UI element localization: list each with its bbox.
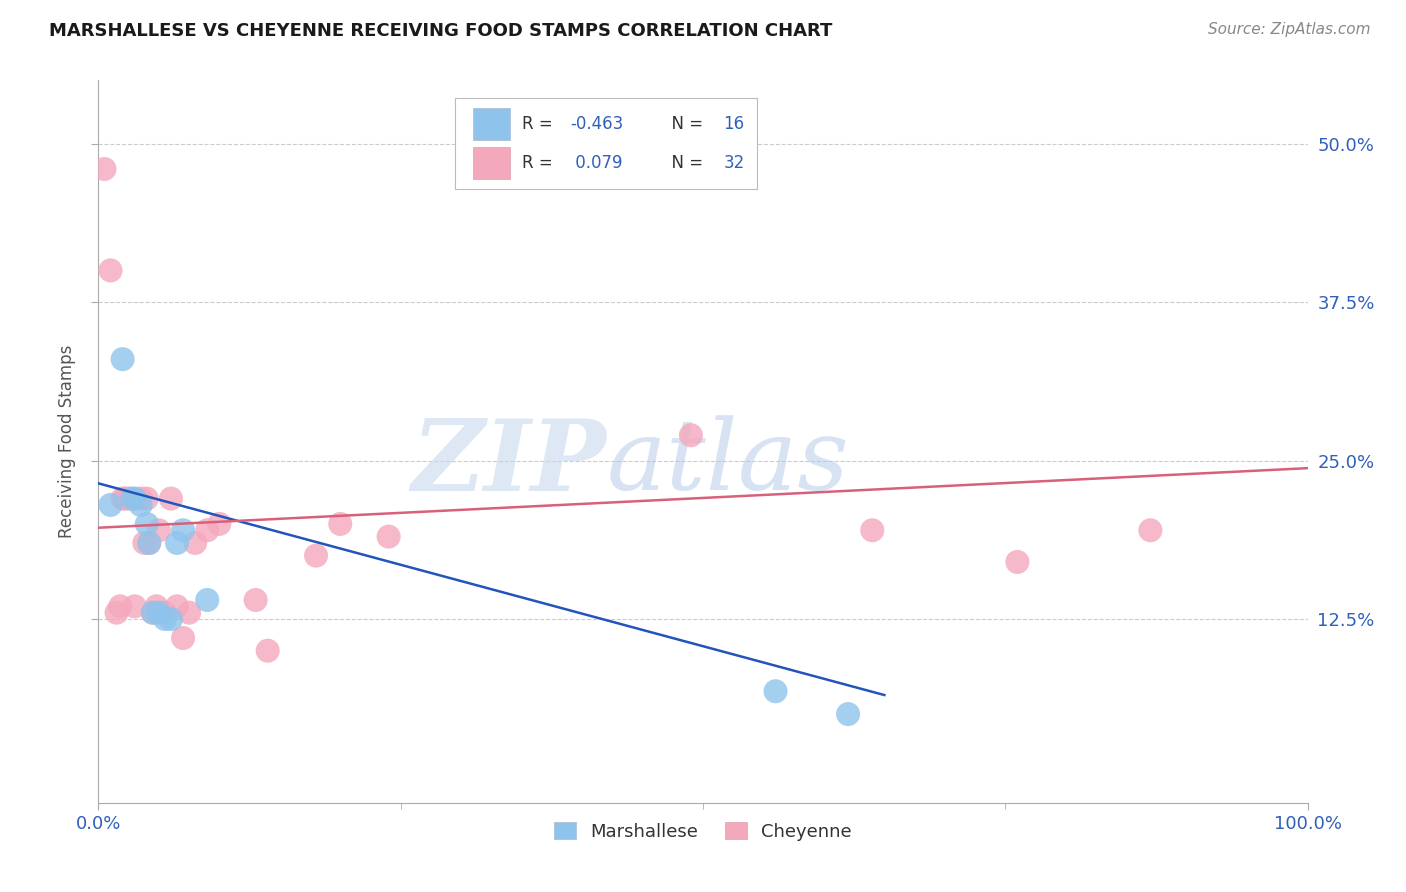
Point xyxy=(245,593,267,607)
Point xyxy=(142,606,165,620)
Point xyxy=(148,523,170,537)
Point xyxy=(148,606,170,620)
Point xyxy=(195,593,218,607)
Point xyxy=(329,516,352,531)
Point xyxy=(160,612,183,626)
Point xyxy=(134,536,156,550)
Point xyxy=(153,606,176,620)
Point xyxy=(114,491,136,506)
Text: -0.463: -0.463 xyxy=(569,115,623,133)
Point xyxy=(184,536,207,550)
Point xyxy=(124,491,146,506)
Text: ZIP: ZIP xyxy=(412,415,606,511)
Point xyxy=(129,498,152,512)
Text: MARSHALLESE VS CHEYENNE RECEIVING FOOD STAMPS CORRELATION CHART: MARSHALLESE VS CHEYENNE RECEIVING FOOD S… xyxy=(49,22,832,40)
Point xyxy=(138,536,160,550)
Point xyxy=(160,491,183,506)
Point xyxy=(765,684,787,698)
Point xyxy=(860,523,883,537)
Point xyxy=(145,599,167,614)
Point xyxy=(837,707,859,722)
Text: R =: R = xyxy=(522,154,558,172)
Text: N =: N = xyxy=(661,154,709,172)
Point xyxy=(124,599,146,614)
Text: 32: 32 xyxy=(724,154,745,172)
Point xyxy=(111,352,134,367)
Point xyxy=(172,523,194,537)
Point xyxy=(118,491,141,506)
Point xyxy=(195,523,218,537)
Point xyxy=(166,536,188,550)
Point xyxy=(135,516,157,531)
Point xyxy=(179,606,201,620)
Text: 0.079: 0.079 xyxy=(569,154,623,172)
Bar xyxy=(474,147,509,179)
Y-axis label: Receiving Food Stamps: Receiving Food Stamps xyxy=(58,345,76,538)
Point xyxy=(1139,523,1161,537)
Point xyxy=(256,643,278,657)
Text: atlas: atlas xyxy=(606,416,849,511)
Point xyxy=(135,491,157,506)
Point xyxy=(377,530,399,544)
Point xyxy=(93,161,115,176)
Text: R =: R = xyxy=(522,115,558,133)
Point xyxy=(138,536,160,550)
Point xyxy=(111,491,134,506)
Point xyxy=(305,549,328,563)
Bar xyxy=(474,108,509,140)
Text: N =: N = xyxy=(661,115,709,133)
Point xyxy=(208,516,231,531)
Point xyxy=(100,263,122,277)
Legend: Marshallese, Cheyenne: Marshallese, Cheyenne xyxy=(547,815,859,848)
Text: Source: ZipAtlas.com: Source: ZipAtlas.com xyxy=(1208,22,1371,37)
Point xyxy=(172,631,194,645)
Point xyxy=(142,606,165,620)
Point xyxy=(105,606,128,620)
Point xyxy=(129,491,152,506)
Point xyxy=(166,599,188,614)
Point xyxy=(100,498,122,512)
Point xyxy=(121,491,143,506)
Point xyxy=(108,599,131,614)
Text: 16: 16 xyxy=(724,115,745,133)
Point xyxy=(1007,555,1029,569)
Point xyxy=(679,428,702,442)
Point xyxy=(153,612,176,626)
FancyBboxPatch shape xyxy=(456,98,758,189)
